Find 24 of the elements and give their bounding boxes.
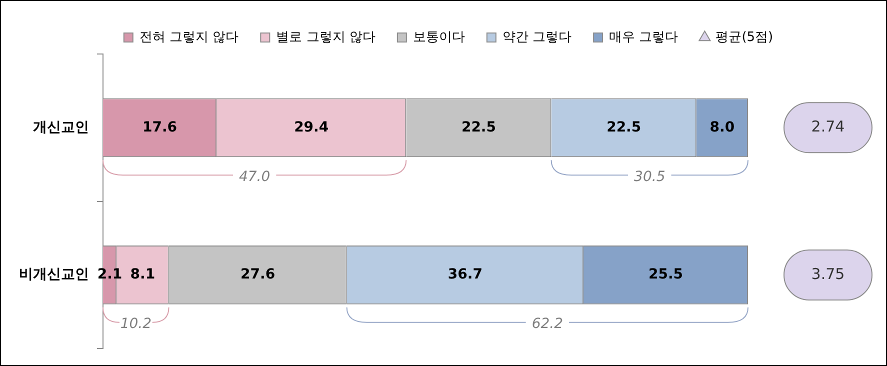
- legend-label: 보통이다: [412, 30, 465, 45]
- data-label: 29.4: [294, 119, 329, 136]
- data-label: 36.7: [448, 266, 482, 283]
- legend-label: 매우 그렇다: [609, 30, 678, 45]
- data-label: 8.0: [710, 119, 735, 136]
- annotation: 47.0: [238, 168, 270, 185]
- data-label: 25.5: [648, 266, 684, 283]
- annotation: 10.2: [120, 316, 152, 332]
- data-label: 17.6: [142, 119, 178, 136]
- legend-label: 별로 그렇지 않다: [276, 30, 376, 45]
- legend-label: 약간 그렇다: [502, 30, 572, 45]
- legend-label: 전혀 그렇지 않다: [139, 30, 239, 45]
- annotation: 62.2: [532, 316, 564, 332]
- annotation: 30.5: [634, 168, 666, 185]
- data-label: 8.1: [130, 266, 156, 283]
- data-label: 27.6: [240, 266, 276, 283]
- y-tick-label: 개신교인: [33, 119, 89, 136]
- text: 3.75: [811, 264, 845, 283]
- legend-label: 평균(5점): [716, 30, 774, 45]
- data-label: 2.1: [97, 266, 122, 283]
- y-tick-label: 비개신교인: [19, 266, 89, 283]
- data-label: 22.5: [606, 119, 642, 136]
- text: 2.74: [811, 118, 845, 136]
- data-label: 22.5: [461, 119, 496, 136]
